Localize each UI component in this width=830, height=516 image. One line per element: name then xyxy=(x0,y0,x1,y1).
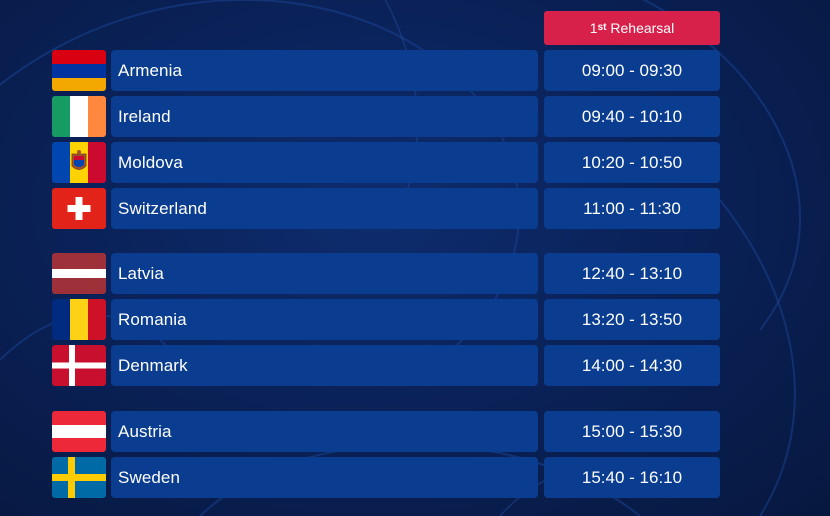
country-name: Switzerland xyxy=(111,188,538,229)
country-name: Sweden xyxy=(111,457,538,498)
rehearsal-time: 09:00 - 09:30 xyxy=(544,50,720,91)
rehearsal-time: 12:40 - 13:10 xyxy=(544,253,720,294)
rehearsal-time: 13:20 - 13:50 xyxy=(544,299,720,340)
romania-flag-icon xyxy=(52,299,106,340)
header-label-text: Rehearsal xyxy=(606,20,675,36)
rehearsal-time: 10:20 - 10:50 xyxy=(544,142,720,183)
schedule-row-sweden: Sweden 15:40 - 16:10 xyxy=(0,457,830,498)
country-name: Romania xyxy=(111,299,538,340)
rehearsal-time: 15:40 - 16:10 xyxy=(544,457,720,498)
schedule-row-romania: Romania 13:20 - 13:50 xyxy=(0,299,830,340)
schedule-row-switzerland: Switzerland 11:00 - 11:30 xyxy=(0,188,830,229)
latvia-flag-icon xyxy=(52,253,106,294)
austria-flag-icon xyxy=(52,411,106,452)
denmark-flag-icon xyxy=(52,345,106,386)
schedule-row-denmark: Denmark 14:00 - 14:30 xyxy=(0,345,830,386)
rehearsal-time: 15:00 - 15:30 xyxy=(544,411,720,452)
country-name: Latvia xyxy=(111,253,538,294)
schedule-row-ireland: Ireland 09:40 - 10:10 xyxy=(0,96,830,137)
moldova-flag-icon xyxy=(52,142,106,183)
header-label-suffix: st xyxy=(597,21,607,33)
country-name: Austria xyxy=(111,411,538,452)
country-name: Moldova xyxy=(111,142,538,183)
ireland-flag-icon xyxy=(52,96,106,137)
schedule-row-latvia: Latvia 12:40 - 13:10 xyxy=(0,253,830,294)
rehearsal-time: 09:40 - 10:10 xyxy=(544,96,720,137)
sweden-flag-icon xyxy=(52,457,106,498)
header-label-number: 1 xyxy=(589,20,598,36)
switzerland-flag-icon xyxy=(52,188,106,229)
rehearsal-time: 14:00 - 14:30 xyxy=(544,345,720,386)
country-name: Denmark xyxy=(111,345,538,386)
armenia-flag-icon xyxy=(52,50,106,91)
country-name: Armenia xyxy=(111,50,538,91)
country-name: Ireland xyxy=(111,96,538,137)
rehearsal-time: 11:00 - 11:30 xyxy=(544,188,720,229)
schedule-row-moldova: Moldova 10:20 - 10:50 xyxy=(0,142,830,183)
schedule-row-austria: Austria 15:00 - 15:30 xyxy=(0,411,830,452)
schedule-row-armenia: Armenia 09:00 - 09:30 xyxy=(0,50,830,91)
